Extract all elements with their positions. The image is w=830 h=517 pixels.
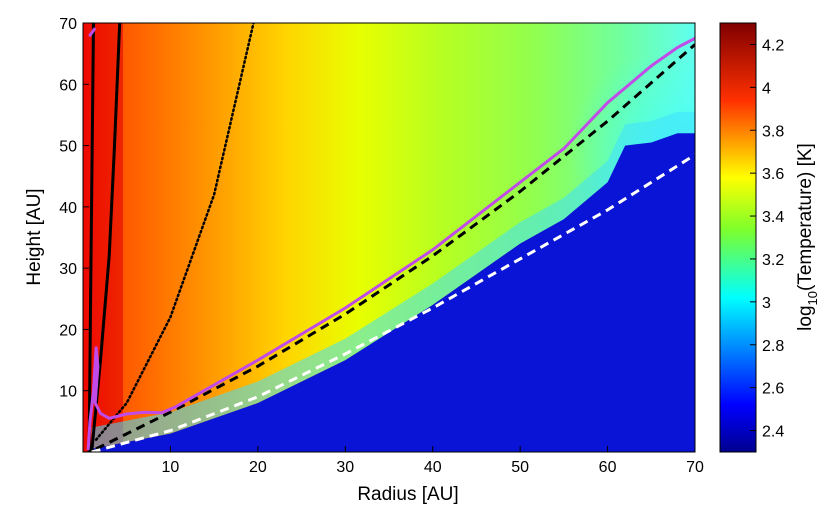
y-tick-label: 60: [59, 77, 77, 94]
y-tick-label: 30: [59, 261, 77, 278]
colorbar-tick-label: 3.4: [762, 209, 784, 226]
x-axis-title: Radius [AU]: [357, 484, 458, 505]
series-line-dashed-black: [95, 43, 695, 451]
y-tick-label: 20: [59, 322, 77, 339]
y-axis-title: Height [AU]: [24, 188, 45, 285]
x-tick-label: 30: [336, 459, 354, 476]
x-tick-label: 10: [162, 459, 180, 476]
colorbar-tick-label: 3.8: [762, 123, 784, 140]
x-tick-label: 70: [686, 459, 704, 476]
y-tick-label: 10: [59, 384, 77, 401]
colorbar-tick-label: 3: [762, 295, 771, 312]
series-line-dashed-white: [91, 153, 695, 452]
y-tick-label: 70: [59, 16, 77, 33]
cold-region: [91, 133, 695, 452]
y-axis: 10 20 30 40 50 60 70: [59, 16, 89, 401]
colorbar-label: log10(Temperature) [K]: [795, 143, 820, 331]
plot-frame: [82, 22, 696, 453]
x-tick-label: 40: [424, 459, 442, 476]
colorbar-tick-label: 2.4: [762, 424, 784, 441]
colorbar-tick-label: 4: [762, 80, 771, 97]
series-line-solid-purple: [88, 27, 96, 37]
colorbar-label-subscript: 10: [805, 291, 820, 305]
y-tick-label: 40: [59, 200, 77, 217]
colorbar-tick-label: 2.6: [762, 381, 784, 398]
y-tick-label: 50: [59, 139, 77, 156]
x-tick-label: 50: [511, 459, 529, 476]
x-tick-label: 60: [599, 459, 617, 476]
colorbar-tick-label: 4.2: [762, 37, 784, 54]
x-tick-label: 20: [249, 459, 267, 476]
colorbar-ticks: 2.4 2.6 2.8 3 3.2 3.4 3.6 3.8 4 4.2: [750, 37, 784, 441]
colorbar-label-suffix: (Temperature) [K]: [795, 143, 816, 291]
colorbar: [719, 22, 757, 453]
colorbar-tick-label: 3.6: [762, 166, 784, 183]
series-line-solid-purple: [86, 36, 695, 451]
colorbar-label-prefix: log: [795, 305, 816, 330]
colorbar-tick-label: 2.8: [762, 338, 784, 355]
heatmap-field: [83, 23, 695, 452]
colorbar-tick-label: 3.2: [762, 252, 784, 269]
x-axis: 10 20 30 40 50 60 70: [162, 446, 704, 476]
series-layer: [86, 23, 695, 452]
series-line-solid-black: [87, 23, 95, 452]
